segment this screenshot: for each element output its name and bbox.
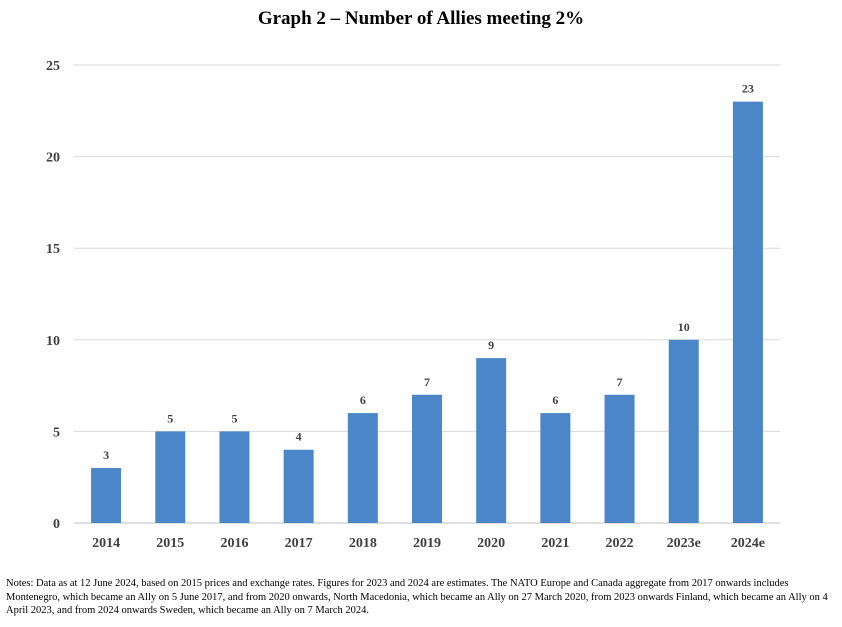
x-tick-label: 2020 [477,536,505,551]
bar-2024e [732,101,763,523]
bars [91,101,763,523]
data-label: 6 [360,393,366,407]
bar-2014 [91,468,122,523]
y-tick-label: 5 [53,425,60,440]
data-label: 6 [552,393,558,407]
bar-2020 [476,358,507,523]
chart-title: Graph 2 – Number of Allies meeting 2% [257,8,585,29]
y-tick-label: 10 [46,334,60,349]
y-tick-label: 15 [46,242,60,257]
bar-2022 [604,394,635,523]
x-tick-label: 2022 [606,536,634,551]
x-tick-label: 2024e [731,536,765,551]
data-label: 9 [488,338,494,352]
x-tick-label: 2019 [413,536,441,551]
data-label: 3 [103,448,109,462]
data-label: 10 [678,320,690,334]
y-axis-ticks: 0 5 10 15 20 25 [46,59,60,532]
bar-2023e [668,339,699,523]
y-tick-label: 25 [46,59,60,74]
data-label: 5 [231,411,237,425]
data-label: 7 [617,375,623,389]
x-axis-ticks: 2014 2015 2016 2017 2018 2019 2020 2021 2022 2023… [92,536,765,551]
x-tick-label: 2017 [285,536,313,551]
bar-2017 [283,449,314,523]
data-label: 7 [424,375,430,389]
chart-notes: Notes: Data as at 12 June 2024, based on… [6,578,828,616]
bar-2021 [540,413,571,523]
bar-2015 [155,431,186,523]
x-tick-label: 2023e [667,536,701,551]
data-label: 23 [742,82,754,96]
x-tick-label: 2016 [220,536,248,551]
data-label: 4 [296,430,302,444]
bar-2016 [219,431,250,523]
data-labels: 3 5 5 4 6 7 9 6 7 10 23 [103,82,754,462]
bar-2018 [347,413,378,523]
x-tick-label: 2018 [349,536,377,551]
bar-2019 [412,394,442,523]
y-tick-label: 0 [53,517,60,532]
y-tick-label: 20 [46,151,60,166]
x-tick-label: 2014 [92,536,120,551]
x-tick-label: 2021 [541,536,569,551]
x-tick-label: 2015 [156,536,184,551]
data-label: 5 [167,411,173,425]
